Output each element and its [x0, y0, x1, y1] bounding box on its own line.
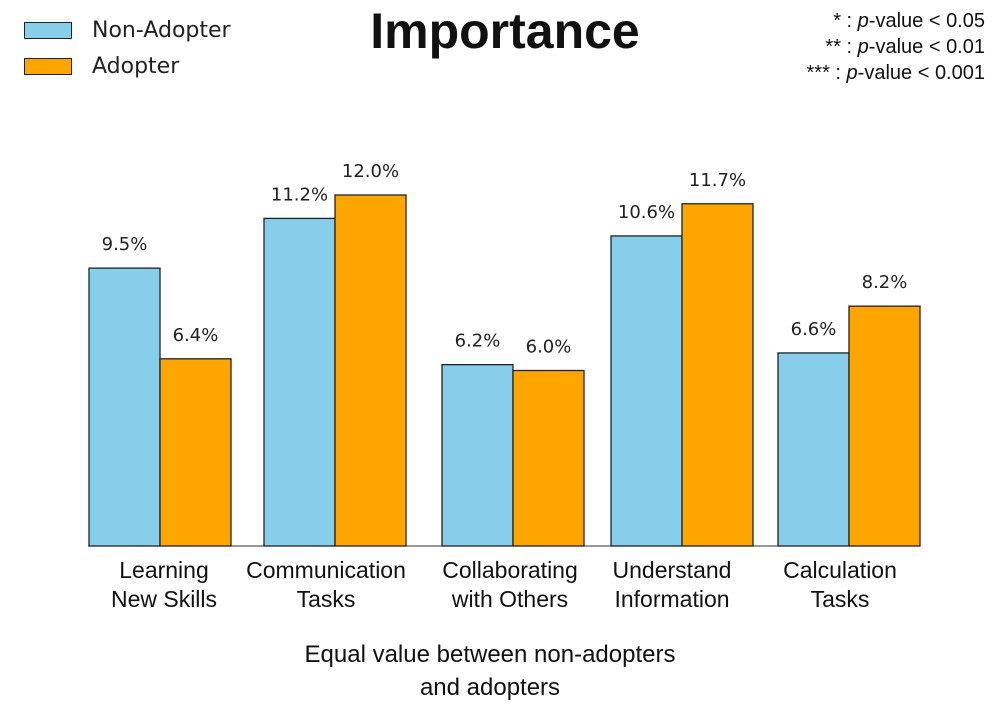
data-label-adopter-4: 8.2% — [862, 272, 908, 293]
category-label-0-line-0: Learning — [119, 557, 209, 583]
legend-swatch-non-adopter — [24, 21, 72, 39]
bar-adopter-3 — [681, 203, 754, 547]
bar-non-adopter-2 — [441, 363, 514, 547]
chart-footer: Equal value between non-adopters and ado… — [240, 638, 740, 704]
data-label-adopter-0: 6.4% — [173, 325, 219, 346]
bar-non-adopter-3 — [610, 235, 683, 547]
category-label-4-line-0: Calculation — [783, 557, 897, 583]
category-label-0-line-1: New Skills — [111, 586, 217, 612]
category-label-2-line-1: with Others — [451, 586, 568, 612]
pvalue-note-1: * : p-value < 0.05 — [833, 10, 985, 32]
pvalue-note-3: *** : p-value < 0.001 — [806, 62, 985, 84]
legend-item-adopter: Adopter — [24, 48, 231, 84]
data-label-adopter-3: 11.7% — [689, 170, 746, 191]
pvalue-note-2: ** : p-value < 0.01 — [825, 36, 985, 58]
legend-label-adopter: Adopter — [92, 53, 180, 79]
data-label-non-adopter-2: 6.2% — [455, 331, 501, 352]
bar-adopter-1 — [334, 194, 407, 547]
footer-line-1: Equal value between non-adopters — [304, 641, 676, 668]
bar-non-adopter-0 — [88, 267, 161, 547]
bar-adopter-2 — [512, 369, 585, 547]
bar-non-adopter-4 — [777, 352, 850, 547]
data-label-non-adopter-1: 11.2% — [271, 184, 328, 205]
category-label-3-line-0: Understand — [613, 557, 732, 583]
chart-title: Importance — [370, 3, 640, 59]
data-label-non-adopter-0: 9.5% — [102, 234, 148, 255]
bar-adopter-0 — [159, 358, 232, 547]
category-label-1-line-1: Tasks — [297, 586, 356, 612]
data-label-adopter-2: 6.0% — [526, 337, 572, 358]
data-label-non-adopter-4: 6.6% — [791, 319, 837, 340]
bar-chart: 9.5% 11.2% 6.2% 10.6% 6.6% 6.4% 12.0% 6.0% 11.7%… — [88, 161, 921, 612]
category-label-4-line-1: Tasks — [811, 586, 870, 612]
category-label-3-line-1: Information — [614, 586, 729, 612]
bar-adopter-4 — [848, 305, 921, 547]
data-label-non-adopter-3: 10.6% — [618, 202, 675, 223]
data-label-adopter-1: 12.0% — [342, 161, 399, 182]
category-label-2-line-0: Collaborating — [442, 557, 578, 583]
legend-label-non-adopter: Non-Adopter — [92, 17, 231, 43]
footer-line-2: and adopters — [419, 674, 561, 701]
legend-swatch-adopter — [24, 57, 72, 75]
pvalue-notes: * : p-value < 0.05 ** : p-value < 0.01 *… — [807, 8, 985, 86]
legend-item-non-adopter: Non-Adopter — [24, 12, 231, 48]
legend: Non-Adopter Adopter — [24, 12, 231, 84]
bar-non-adopter-1 — [263, 217, 336, 547]
category-label-1-line-0: Communication — [246, 557, 406, 583]
